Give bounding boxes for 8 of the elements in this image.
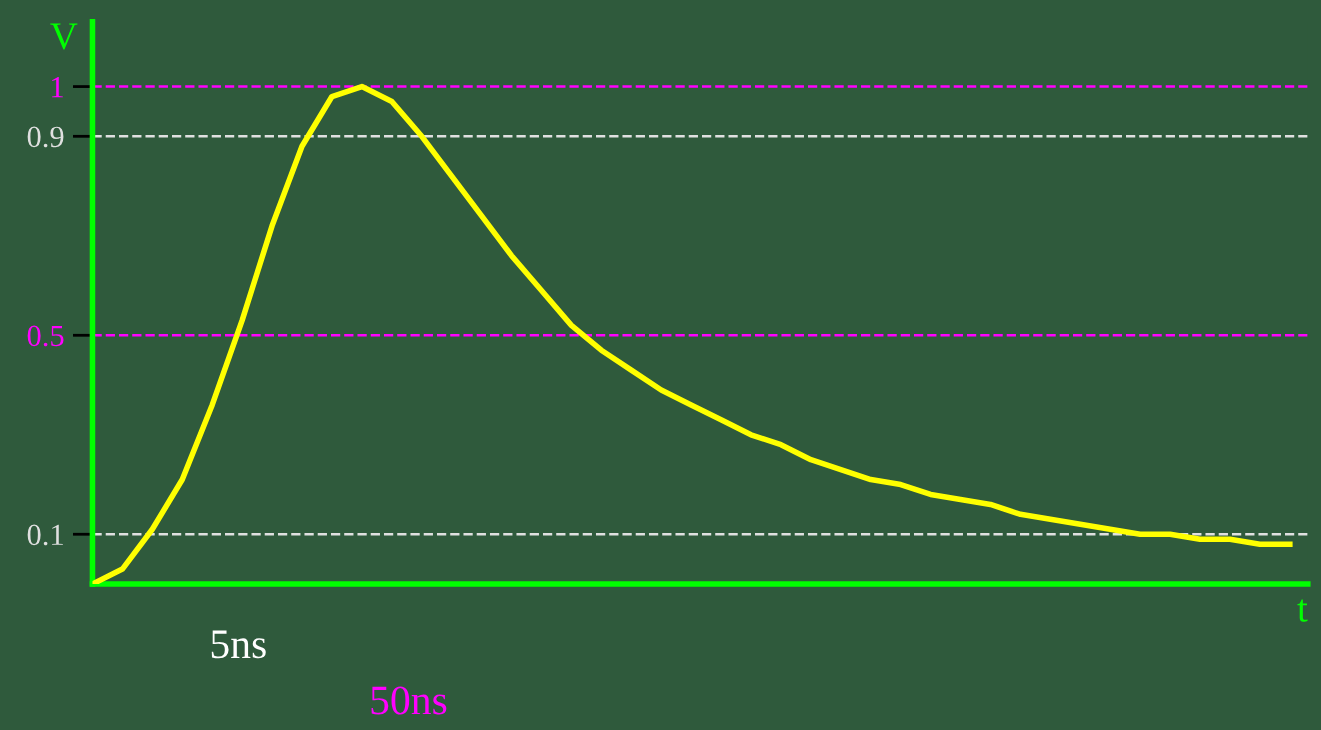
y-tick-label: 0.5 (27, 325, 64, 347)
x-axis-title: t (1297, 599, 1308, 622)
y-tick-label: 0.1 (27, 524, 63, 546)
y-tick-label: 1 (52, 77, 63, 98)
y-axis-title: V (50, 23, 78, 50)
y-tick-label: 0.9 (27, 126, 64, 148)
text: 5ns (211, 630, 266, 659)
text: 50ns (371, 686, 447, 715)
